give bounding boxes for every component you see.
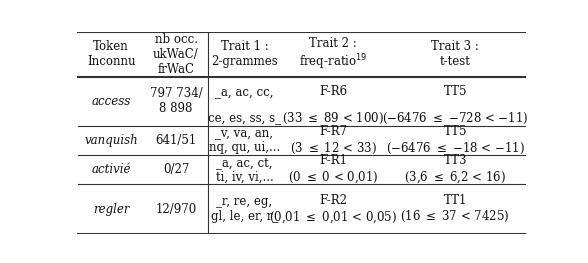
Text: _r, re, eg,
gl, le, er, r_: _r, re, eg, gl, le, er, r_ — [211, 195, 278, 223]
Text: regler: regler — [93, 203, 129, 216]
Text: Trait 2 :
freq-ratio$^{19}$: Trait 2 : freq-ratio$^{19}$ — [299, 37, 368, 72]
Text: _v, va, an,
nq, qu, ui,...: _v, va, an, nq, qu, ui,... — [209, 127, 280, 154]
Text: TT1
(16 $\leq$ 37 < 7425): TT1 (16 $\leq$ 37 < 7425) — [400, 194, 510, 224]
Text: F-R2
(0,01 $\leq$ 0,01 < 0,05): F-R2 (0,01 $\leq$ 0,01 < 0,05) — [269, 194, 397, 225]
Text: 797 734/
8 898: 797 734/ 8 898 — [150, 87, 202, 115]
Text: 0/27: 0/27 — [163, 163, 189, 176]
Text: Token
Inconnu: Token Inconnu — [87, 40, 135, 68]
Text: _a, ac, ct,
ti, iv, vi,...: _a, ac, ct, ti, iv, vi,... — [216, 156, 273, 184]
Text: nb occ.
ukWaC/
frWaC: nb occ. ukWaC/ frWaC — [153, 33, 199, 76]
Text: ($-$6476 $\leq$ $-$728 < $-$11): ($-$6476 $\leq$ $-$728 < $-$11) — [382, 110, 529, 125]
Text: 641/51: 641/51 — [155, 134, 196, 147]
Text: activié: activié — [91, 163, 131, 176]
Text: ce, es, ss, s_: ce, es, ss, s_ — [208, 112, 281, 124]
Text: TT5
($-$6476 $\leq$ $-$18 < $-$11): TT5 ($-$6476 $\leq$ $-$18 < $-$11) — [386, 125, 524, 155]
Text: F-R6: F-R6 — [319, 85, 348, 98]
Text: vanquish: vanquish — [84, 134, 138, 147]
Text: Trait 3 :
t-test: Trait 3 : t-test — [431, 40, 479, 68]
Text: TT5: TT5 — [443, 85, 467, 98]
Text: (33 $\leq$ 89 < 100): (33 $\leq$ 89 < 100) — [282, 110, 384, 125]
Text: Trait 1 :
2-grammes: Trait 1 : 2-grammes — [211, 40, 278, 68]
Text: access: access — [92, 95, 131, 108]
Text: F-R7
(3 $\leq$ 12 < 33): F-R7 (3 $\leq$ 12 < 33) — [290, 125, 377, 155]
Text: TT3
(3,6 $\leq$ 6,2 < 16): TT3 (3,6 $\leq$ 6,2 < 16) — [404, 154, 506, 185]
Text: 12/970: 12/970 — [155, 203, 196, 216]
Text: F-R1
(0 $\leq$ 0 < 0,01): F-R1 (0 $\leq$ 0 < 0,01) — [288, 154, 379, 185]
Text: _a, ac, cc,: _a, ac, cc, — [215, 85, 273, 98]
